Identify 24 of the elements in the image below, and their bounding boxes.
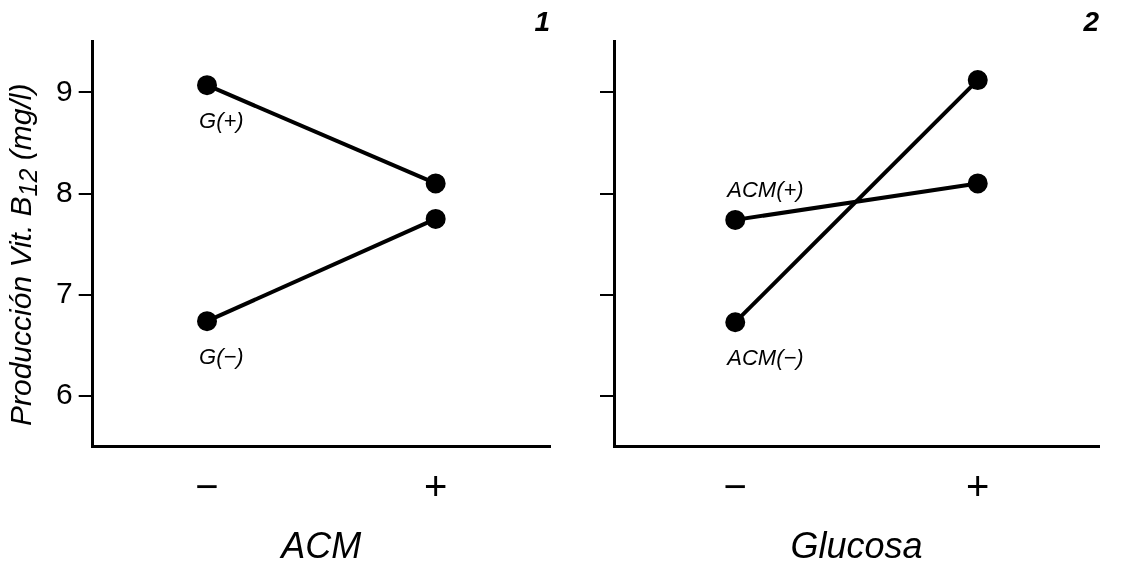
- y-tick-label: 9: [56, 73, 73, 107]
- point: [967, 173, 988, 194]
- y-tick-label: 6: [56, 377, 73, 411]
- point: [425, 173, 446, 194]
- series-label: G(−): [199, 344, 244, 370]
- x-axis-title: ACM: [279, 525, 362, 567]
- chart-title: 1: [534, 5, 550, 37]
- point: [725, 209, 746, 230]
- series-label: ACM(+): [725, 177, 804, 203]
- point: [425, 208, 446, 229]
- y-tick-label: 7: [56, 276, 73, 310]
- y-tick-label: 8: [56, 174, 73, 208]
- point: [197, 75, 218, 96]
- series-label: G(+): [199, 108, 244, 134]
- point: [967, 70, 988, 91]
- point: [197, 311, 218, 332]
- x-tick-label: +: [966, 463, 990, 508]
- point: [725, 312, 746, 333]
- x-axis-title: Glucosa: [790, 525, 923, 567]
- chart-title: 2: [1082, 5, 1100, 37]
- x-tick-label: +: [423, 463, 448, 508]
- x-tick-label: −: [195, 463, 219, 508]
- x-tick-label: −: [723, 463, 747, 508]
- series-label: ACM(−): [725, 345, 804, 371]
